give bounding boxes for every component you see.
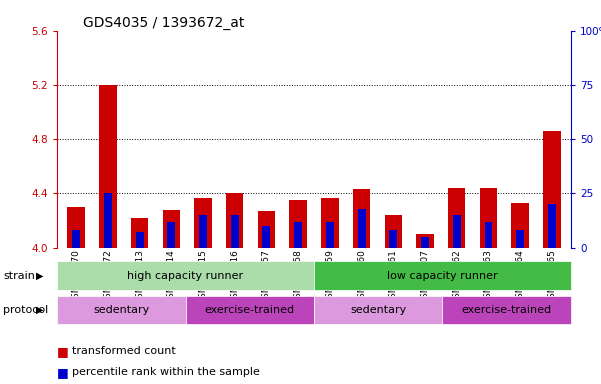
Bar	[263, 226, 270, 248]
Bar	[67, 207, 85, 248]
Bar	[353, 189, 370, 248]
Text: protocol: protocol	[3, 305, 48, 315]
Text: sedentary: sedentary	[93, 305, 150, 315]
Text: ■: ■	[57, 345, 69, 358]
Bar	[358, 209, 365, 248]
Text: transformed count: transformed count	[72, 346, 176, 356]
Bar	[226, 194, 243, 248]
Bar	[326, 222, 334, 248]
Bar	[484, 222, 492, 248]
Text: ▶: ▶	[36, 270, 43, 281]
Bar	[294, 222, 302, 248]
Bar	[480, 188, 497, 248]
Bar	[258, 211, 275, 248]
Bar	[389, 230, 397, 248]
Text: ■: ■	[57, 366, 69, 379]
Bar	[385, 215, 402, 248]
Bar	[453, 215, 461, 248]
Bar	[162, 210, 180, 248]
Bar	[72, 230, 80, 248]
Bar	[421, 237, 429, 248]
Bar	[167, 222, 175, 248]
Bar	[194, 197, 212, 248]
Bar	[57, 296, 186, 324]
Text: low capacity runner: low capacity runner	[387, 270, 498, 281]
Bar	[131, 218, 148, 248]
Bar	[416, 234, 434, 248]
Bar	[99, 85, 117, 248]
Bar	[231, 215, 239, 248]
Bar	[321, 197, 338, 248]
Bar	[290, 200, 307, 248]
Bar	[314, 296, 442, 324]
Text: exercise-trained: exercise-trained	[205, 305, 295, 315]
Text: percentile rank within the sample: percentile rank within the sample	[72, 367, 260, 377]
Bar	[442, 296, 571, 324]
Bar	[104, 194, 112, 248]
Bar	[516, 230, 524, 248]
Bar	[136, 232, 144, 248]
Bar	[186, 296, 314, 324]
Text: strain: strain	[3, 270, 35, 281]
Bar	[511, 203, 529, 248]
Bar	[448, 188, 466, 248]
Bar	[314, 261, 571, 290]
Bar	[57, 261, 314, 290]
Text: sedentary: sedentary	[350, 305, 406, 315]
Text: ▶: ▶	[36, 305, 43, 315]
Bar	[199, 215, 207, 248]
Text: exercise-trained: exercise-trained	[462, 305, 552, 315]
Bar	[548, 204, 556, 248]
Text: high capacity runner: high capacity runner	[127, 270, 243, 281]
Text: GDS4035 / 1393672_at: GDS4035 / 1393672_at	[83, 16, 244, 30]
Bar	[543, 131, 561, 248]
